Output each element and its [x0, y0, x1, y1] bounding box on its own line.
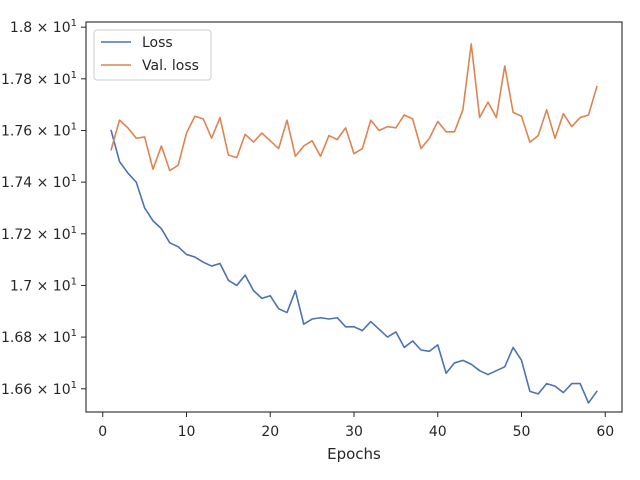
legend: Loss Val. loss: [93, 29, 212, 81]
plot-area: 0 10 20 30 40 50 60 1.66 × 101 1.68 × 101 1.7 × 1…: [1, 18, 623, 440]
x-tick-label: 60: [596, 424, 614, 440]
x-axis-label: Epochs: [327, 445, 381, 463]
y-tick-label: 1.66 × 101: [1, 380, 77, 398]
x-tick-label: 40: [429, 424, 447, 440]
x-tick-label: 50: [513, 424, 531, 440]
y-tick-label: 1.68 × 101: [1, 328, 77, 346]
x-tick-label: 30: [345, 424, 363, 440]
x-tick-label: 20: [261, 424, 279, 440]
y-tick-label: 1.78 × 101: [1, 70, 77, 88]
series-line-loss: [110, 129, 598, 404]
x-tick-label: 10: [178, 424, 196, 440]
x-tick-label: 0: [98, 424, 107, 440]
y-tick-label: 1.72 × 101: [1, 225, 77, 243]
y-tick-label: 1.76 × 101: [1, 121, 77, 139]
legend-label: Loss: [142, 35, 173, 51]
y-tick-label: 1.7 × 101: [10, 276, 77, 294]
series-line-val-loss: [110, 43, 598, 172]
legend-label: Val. loss: [142, 58, 199, 74]
y-tick-label: 1.74 × 101: [1, 173, 77, 191]
y-tick-label: 1.8 × 101: [10, 18, 77, 36]
